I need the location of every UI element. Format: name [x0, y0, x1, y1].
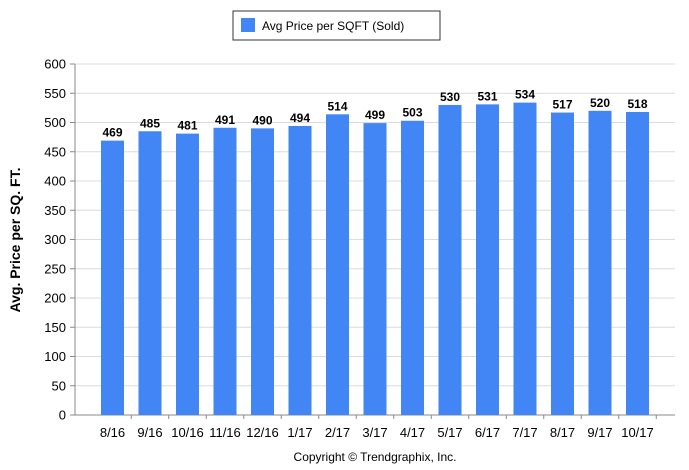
bar-7-17 [513, 102, 537, 416]
bar-3-17 [363, 123, 387, 416]
bar-9-16 [138, 131, 162, 415]
bar-1-17 [288, 126, 312, 415]
bars [101, 102, 649, 416]
bar-value-label: 469 [102, 126, 122, 140]
bar-9-17 [588, 110, 612, 416]
legend-swatch [241, 18, 255, 32]
y-tick-label: 450 [44, 144, 66, 159]
x-tick-label: 4/17 [400, 425, 425, 440]
bar-value-label: 530 [440, 90, 460, 104]
bar-8-17 [551, 112, 574, 416]
bar-value-label: 503 [402, 106, 422, 120]
x-tick-label: 11/16 [209, 425, 241, 440]
bar-value-label: 499 [365, 108, 385, 122]
bar-value-label: 494 [290, 111, 310, 125]
x-tick-label: 12/16 [246, 425, 279, 440]
y-tick-label: 350 [44, 203, 66, 218]
legend-label: Avg Price per SQFT (Sold) [262, 19, 404, 33]
bar-11-16 [213, 127, 237, 415]
x-tick-label: 8/16 [100, 425, 125, 440]
y-tick-label: 500 [44, 115, 66, 130]
x-tick-label: 10/17 [621, 425, 654, 440]
bar-value-label: 534 [515, 88, 535, 102]
bar-value-label: 491 [215, 113, 235, 127]
bar-value-label: 520 [590, 96, 610, 110]
bar-8-16 [101, 140, 124, 415]
x-tick-label: 1/17 [287, 425, 312, 440]
bar-value-label: 481 [177, 119, 197, 133]
x-tick-label: 5/17 [437, 425, 462, 440]
bar-12-16 [251, 128, 274, 415]
x-tick-label: 9/17 [587, 425, 612, 440]
bar-value-label: 517 [552, 98, 572, 112]
y-tick-label: 550 [44, 86, 66, 101]
y-tick-label: 50 [52, 378, 66, 393]
bar-10-17 [626, 111, 649, 415]
legend-box [232, 10, 441, 41]
legend: Avg Price per SQFT (Sold) [232, 10, 441, 41]
bar-value-label: 518 [627, 97, 647, 111]
y-tick-label: 250 [44, 261, 66, 276]
bar-6-17 [476, 104, 499, 416]
x-tick-labels: 8/16 9/16 10/16 11/16 12/16 1/17 2/17 3/17 4/17 5… [100, 425, 654, 440]
y-tick-label: 300 [44, 232, 66, 247]
x-tick-label: 7/17 [512, 425, 537, 440]
y-tick-label: 400 [44, 174, 66, 189]
bar-10-16 [176, 133, 199, 416]
data-labels: 469 485 481 491 490 494 514 499 503 530 531 534 517 5… [102, 88, 647, 140]
bar-value-label: 490 [252, 113, 272, 127]
x-tick-label: 3/17 [362, 425, 387, 440]
x-tick-label: 6/17 [475, 425, 500, 440]
bar-4-17 [401, 120, 424, 416]
x-tick-label: 9/16 [137, 425, 162, 440]
bar-value-label: 514 [327, 99, 347, 113]
y-tick-label: 600 [44, 57, 66, 72]
bar-value-label: 531 [477, 89, 497, 103]
y-tick-label: 0 [59, 408, 66, 423]
bar-value-label: 485 [140, 116, 160, 130]
y-tick-label: 150 [44, 320, 66, 335]
y-axis-title: Avg. Price per SQ. FT. [7, 168, 23, 313]
x-tick-label: 8/17 [550, 425, 575, 440]
y-tick-label: 100 [44, 349, 66, 364]
x-tick-label: 10/16 [171, 425, 204, 440]
bar-2-17 [326, 114, 349, 415]
bar-5-17 [438, 104, 462, 415]
copyright-footer: Copyright © Trendgraphix, Inc. [294, 450, 457, 464]
x-tick-label: 2/17 [325, 425, 350, 440]
y-tick-labels: 0 50 100 150 200 250 300 350 400 450 500 550 600 [44, 57, 66, 423]
y-tick-label: 200 [44, 291, 66, 306]
